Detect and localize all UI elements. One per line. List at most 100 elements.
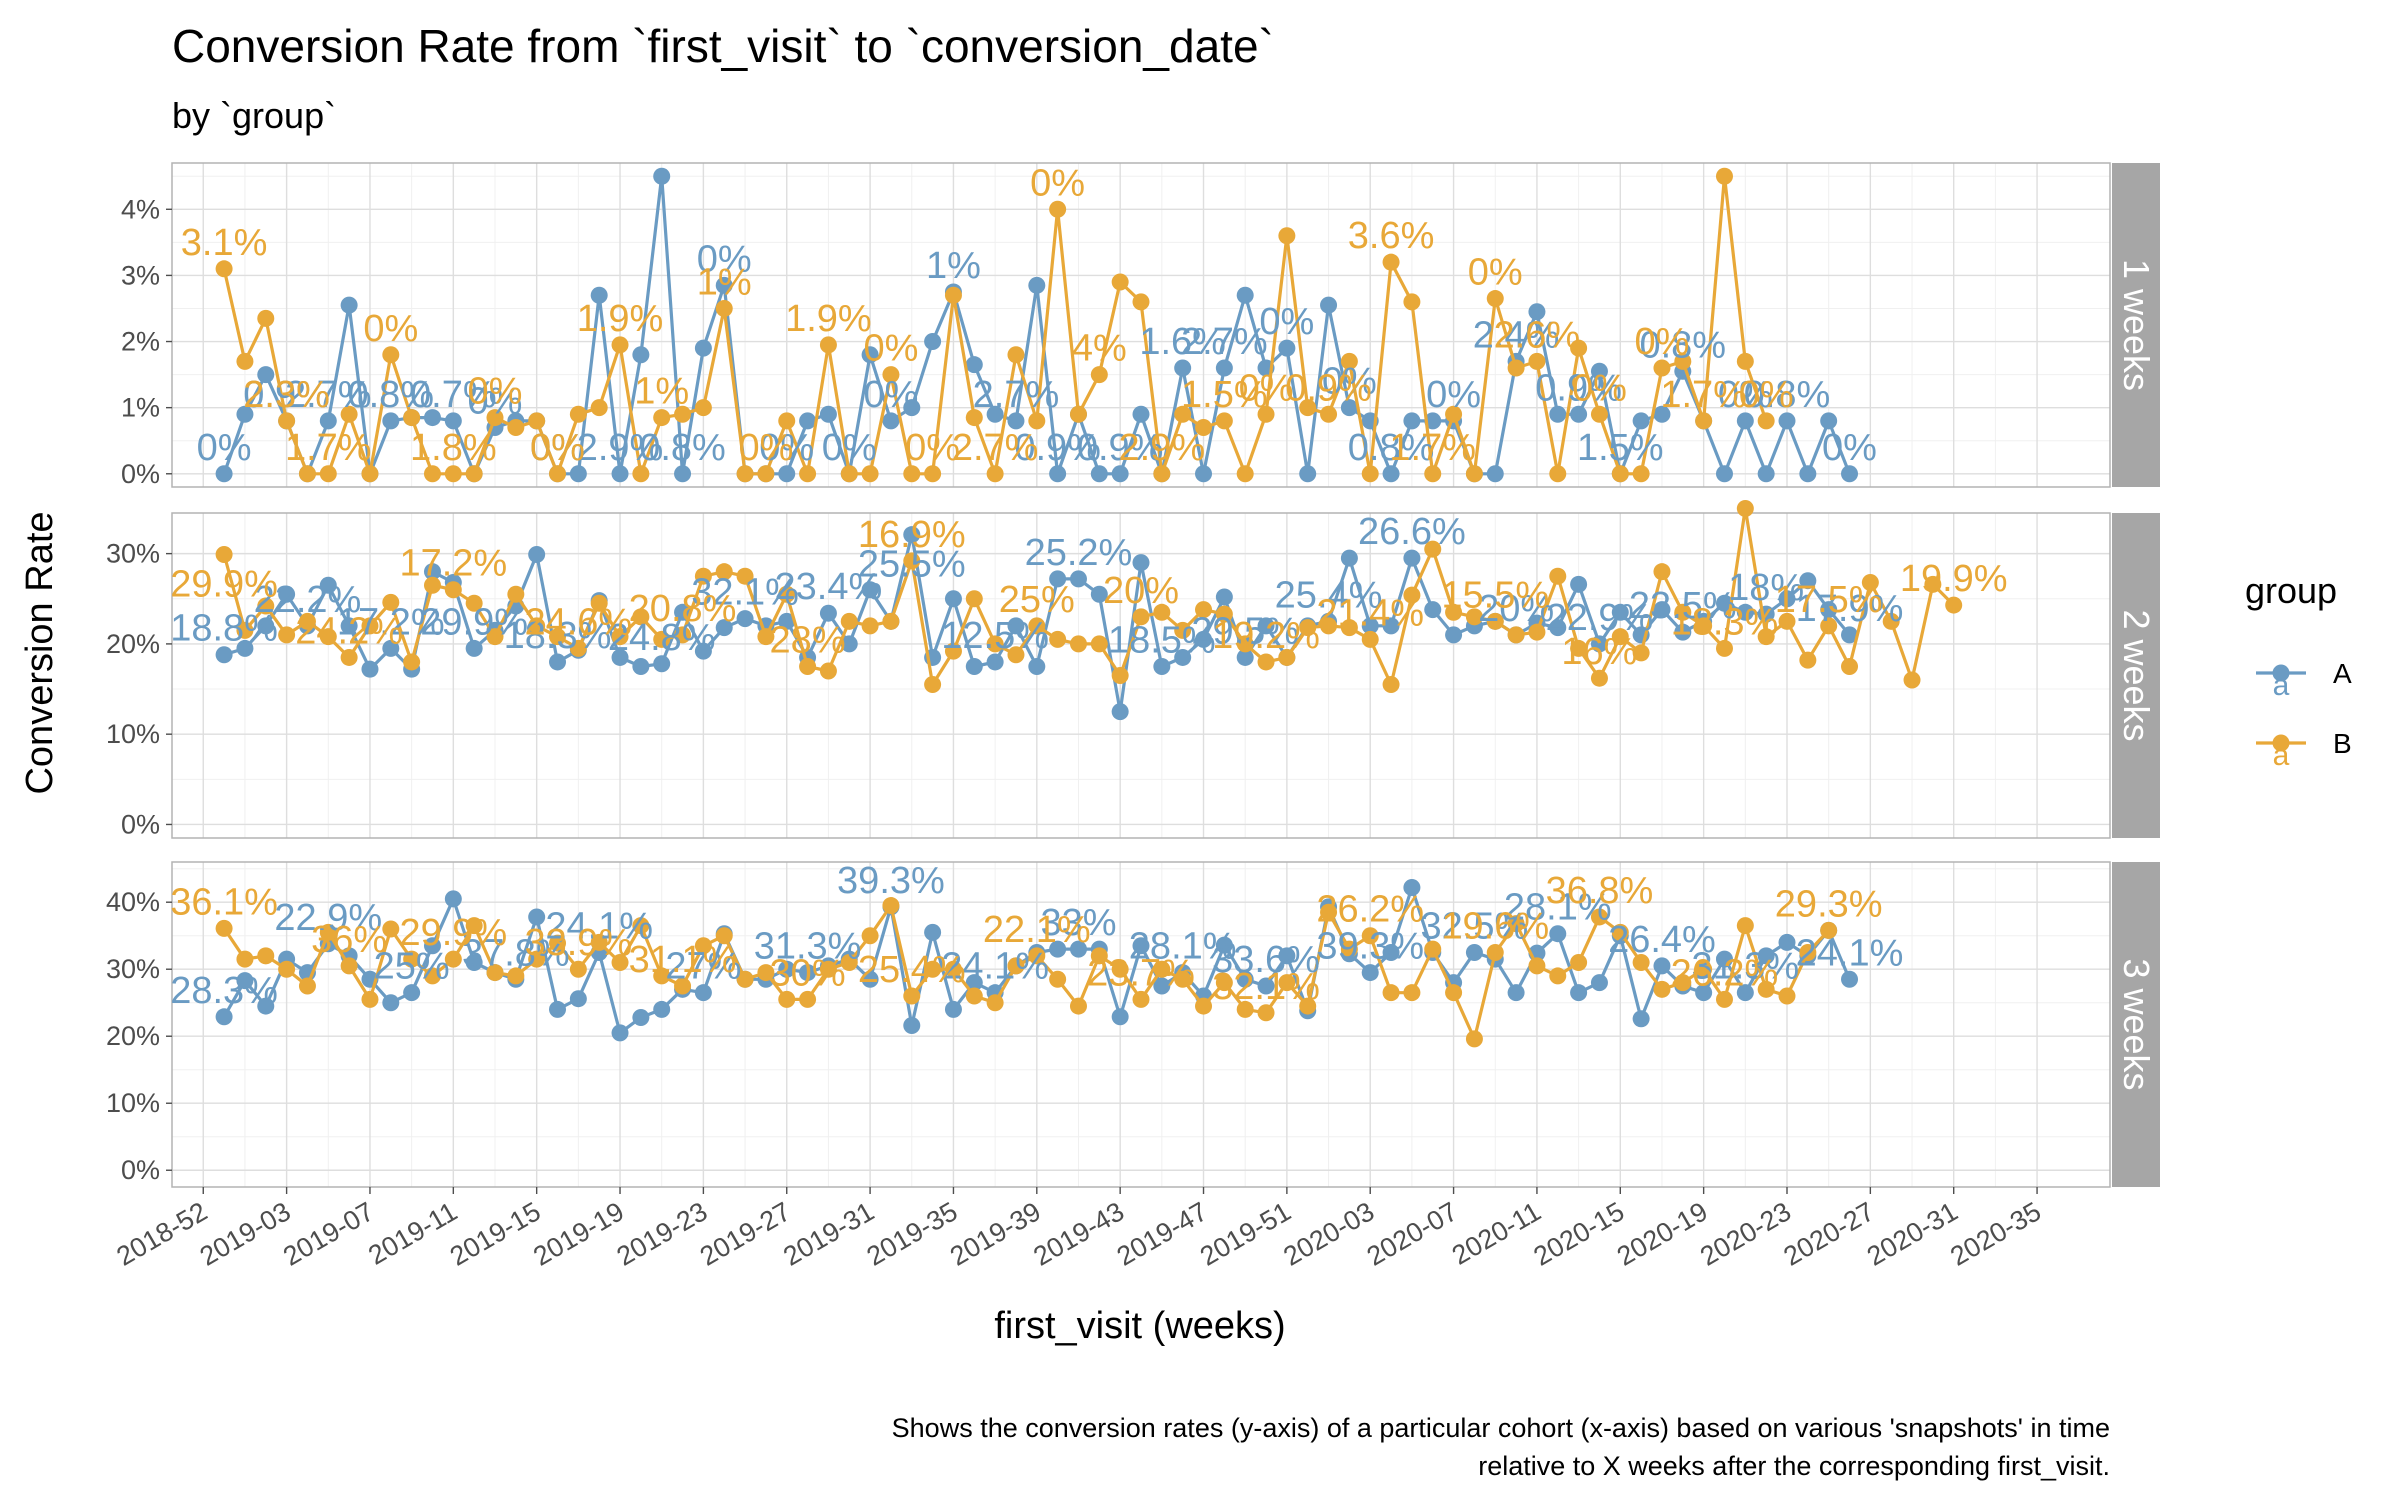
data-point-B — [486, 409, 504, 427]
data-point-B — [1632, 465, 1650, 483]
data-point-B — [403, 409, 421, 427]
data-point-B — [361, 990, 379, 1008]
data-point-A — [382, 994, 400, 1012]
data-point-B — [632, 917, 650, 935]
data-point-B — [1382, 984, 1400, 1002]
data-point-B — [236, 950, 254, 968]
data-label-A: 0% — [822, 427, 877, 469]
data-point-A — [736, 610, 754, 628]
data-point-A — [715, 619, 733, 637]
data-label-A: 26.4% — [1608, 919, 1716, 961]
data-point-B — [340, 957, 358, 975]
data-point-B — [778, 990, 796, 1008]
data-point-A — [1445, 626, 1463, 644]
data-label-B: 19.9% — [1900, 558, 2008, 600]
data-point-B — [1570, 339, 1588, 357]
y-tick-label: 1% — [121, 393, 160, 423]
data-point-B — [507, 967, 525, 985]
data-point-B — [361, 617, 379, 635]
data-point-B — [1507, 915, 1525, 933]
data-point-B — [694, 567, 712, 585]
data-label-A: 0.8% — [1348, 427, 1435, 469]
data-point-B — [1486, 290, 1504, 308]
data-point-B — [1611, 628, 1629, 646]
data-point-A — [903, 526, 921, 544]
data-point-B — [1299, 997, 1317, 1015]
data-point-B — [1215, 974, 1233, 992]
data-label-A: 2.7% — [1181, 321, 1268, 363]
data-point-A — [1778, 933, 1796, 951]
data-point-B — [1924, 575, 1942, 593]
panel-border — [171, 162, 2111, 488]
data-label-B: 3.1% — [181, 222, 268, 264]
legend-label: A — [2333, 658, 2352, 689]
data-point-A — [423, 409, 441, 427]
data-point-B — [423, 465, 441, 483]
data-point-A — [1403, 412, 1421, 430]
data-point-B — [965, 987, 983, 1005]
data-point-B — [1007, 346, 1025, 364]
data-point-A — [1299, 465, 1317, 483]
data-point-B — [1236, 635, 1254, 653]
data-label-A: 33.6% — [1212, 939, 1320, 981]
data-point-B — [1507, 359, 1525, 377]
data-label-A: 23.5% — [1629, 585, 1737, 627]
data-point-A — [257, 997, 275, 1015]
data-point-A — [861, 970, 879, 988]
x-tick-label: 2020-23 — [1695, 1196, 1796, 1272]
chart-title: Conversion Rate from `first_visit` to `c… — [172, 20, 1274, 72]
data-label-A: 12.5% — [941, 615, 1049, 657]
data-point-B — [715, 299, 733, 317]
x-tick-label: 2019-19 — [528, 1196, 629, 1272]
data-point-A — [1361, 617, 1379, 635]
data-point-B — [1465, 1030, 1483, 1048]
data-label-A: 33% — [1040, 902, 1116, 944]
data-point-A — [1486, 465, 1504, 483]
x-tick-label: 2019-23 — [612, 1196, 713, 1272]
data-point-B — [840, 954, 858, 972]
data-point-B — [1090, 947, 1108, 965]
data-label-B: 2.6% — [1494, 314, 1581, 356]
data-point-B — [1611, 465, 1629, 483]
facet-panel-2: 0%10%20%30%18.8%22.2%17.2%29.9%18.3%24.8… — [106, 499, 2160, 839]
data-point-B — [1549, 465, 1567, 483]
data-point-B — [1049, 970, 1067, 988]
data-point-A — [403, 984, 421, 1002]
data-point-A — [1570, 575, 1588, 593]
data-point-A — [1153, 977, 1171, 995]
data-label-A: 18.5% — [1108, 619, 1216, 661]
data-point-B — [1590, 405, 1608, 423]
data-point-B — [257, 947, 275, 965]
data-point-A — [1278, 947, 1296, 965]
data-point-B — [653, 409, 671, 427]
data-point-B — [1736, 917, 1754, 935]
data-point-A — [1090, 465, 1108, 483]
data-point-B — [403, 653, 421, 671]
data-label-A: 0.8% — [347, 374, 434, 416]
legend-key-glyph: a — [2273, 669, 2290, 702]
data-point-A — [1549, 619, 1567, 637]
data-point-B — [382, 920, 400, 938]
data-point-A — [1236, 648, 1254, 666]
data-label-B: 0% — [863, 328, 918, 370]
data-point-B — [215, 260, 233, 278]
data-point-B — [298, 465, 316, 483]
data-point-B — [736, 465, 754, 483]
data-point-B — [819, 662, 837, 680]
data-label-B: 21.4% — [1316, 592, 1424, 634]
data-label-A: 0% — [1718, 374, 1773, 416]
facet-panels: 0%1%2%3%4%0%0.9%2.7%0.8%0.7%0%0%2.9%0.8%… — [106, 162, 2160, 1188]
data-point-A — [528, 908, 546, 926]
data-point-B — [382, 346, 400, 364]
data-point-A — [319, 412, 337, 430]
data-point-B — [1695, 960, 1713, 978]
data-label-A: 0.8% — [639, 427, 726, 469]
data-point-B — [1257, 405, 1275, 423]
data-point-B — [1361, 927, 1379, 945]
data-point-B — [1653, 563, 1671, 581]
data-point-B — [486, 628, 504, 646]
data-point-A — [799, 412, 817, 430]
data-label-B: 1% — [697, 261, 752, 303]
data-point-B — [903, 987, 921, 1005]
